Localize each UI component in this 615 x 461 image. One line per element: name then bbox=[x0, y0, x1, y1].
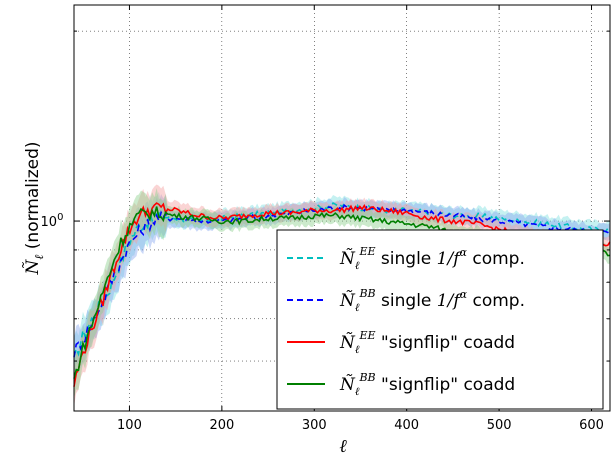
svg-text:Ñℓ (normalized): Ñℓ (normalized) bbox=[22, 141, 46, 275]
plot-frame bbox=[73, 4, 611, 412]
x-axis-label: ℓ bbox=[339, 436, 347, 457]
y-tick-label: 100 bbox=[41, 212, 64, 230]
legend-label-3: ÑℓEE "signflip" coadd bbox=[339, 329, 515, 356]
series-line-2 bbox=[73, 204, 611, 358]
legend-box bbox=[276, 229, 604, 410]
x-tick-label: 200 bbox=[209, 418, 234, 433]
legend-label-2: ÑℓBB single 1/fα comp. bbox=[339, 287, 525, 314]
x-tick-label: 500 bbox=[487, 418, 512, 433]
x-tick-label: 100 bbox=[117, 418, 142, 433]
legend-label-4: ÑℓBB "signflip" coadd bbox=[339, 371, 515, 398]
y-axis-label: Ñℓ (normalized) bbox=[22, 141, 46, 275]
x-tick-label: 400 bbox=[394, 418, 419, 433]
legend-label-1: ÑℓEE single 1/fα comp. bbox=[339, 245, 525, 272]
x-axis-ticks: 100 200 300 400 500 600 bbox=[117, 5, 604, 433]
y-axis-label-symbol: Ñ bbox=[22, 259, 43, 276]
x-tick-label: 300 bbox=[302, 418, 327, 433]
y-axis-label-text: (normalized) bbox=[23, 141, 43, 249]
legend: ÑℓEE single 1/fα comp. ÑℓBB single 1/fα c… bbox=[276, 229, 604, 410]
y-axis-ticks: 100 bbox=[41, 30, 610, 362]
y-axis-label-subscript: ℓ bbox=[32, 255, 46, 260]
x-tick-label: 600 bbox=[579, 418, 604, 433]
